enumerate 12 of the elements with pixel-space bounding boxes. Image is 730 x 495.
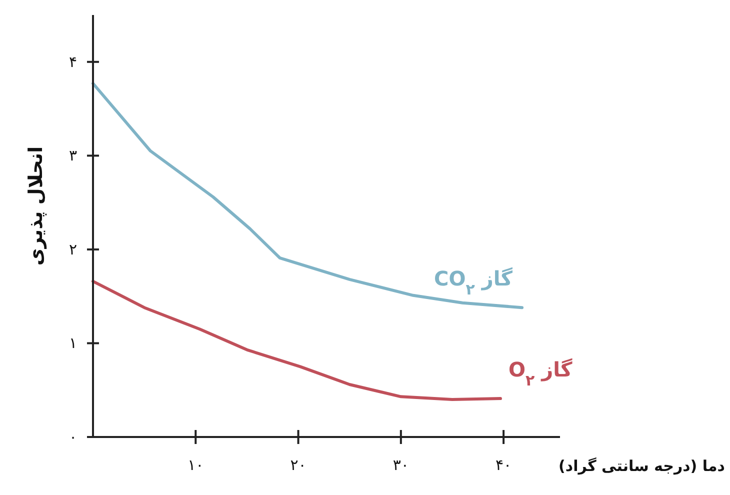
y-tick-label: ۰ — [68, 428, 78, 446]
line-series — [92, 82, 524, 310]
x-tick-label: ۴۰ — [495, 456, 512, 474]
y-tick-label: ۳ — [68, 146, 78, 165]
y-tick-label: ۱ — [68, 334, 78, 352]
y-axis-title: انحلال پذیری — [25, 146, 47, 266]
x-tick-label: ۲۰ — [290, 456, 306, 474]
x-tick-label: ۳۰ — [392, 456, 409, 474]
x-axis-title: دما (درجه سانتی گراد) — [558, 457, 726, 475]
y-tick-label: ۴ — [68, 52, 78, 71]
x-tick-label: ۱۰ — [188, 456, 204, 474]
y-tick-label: ۲ — [68, 240, 78, 258]
